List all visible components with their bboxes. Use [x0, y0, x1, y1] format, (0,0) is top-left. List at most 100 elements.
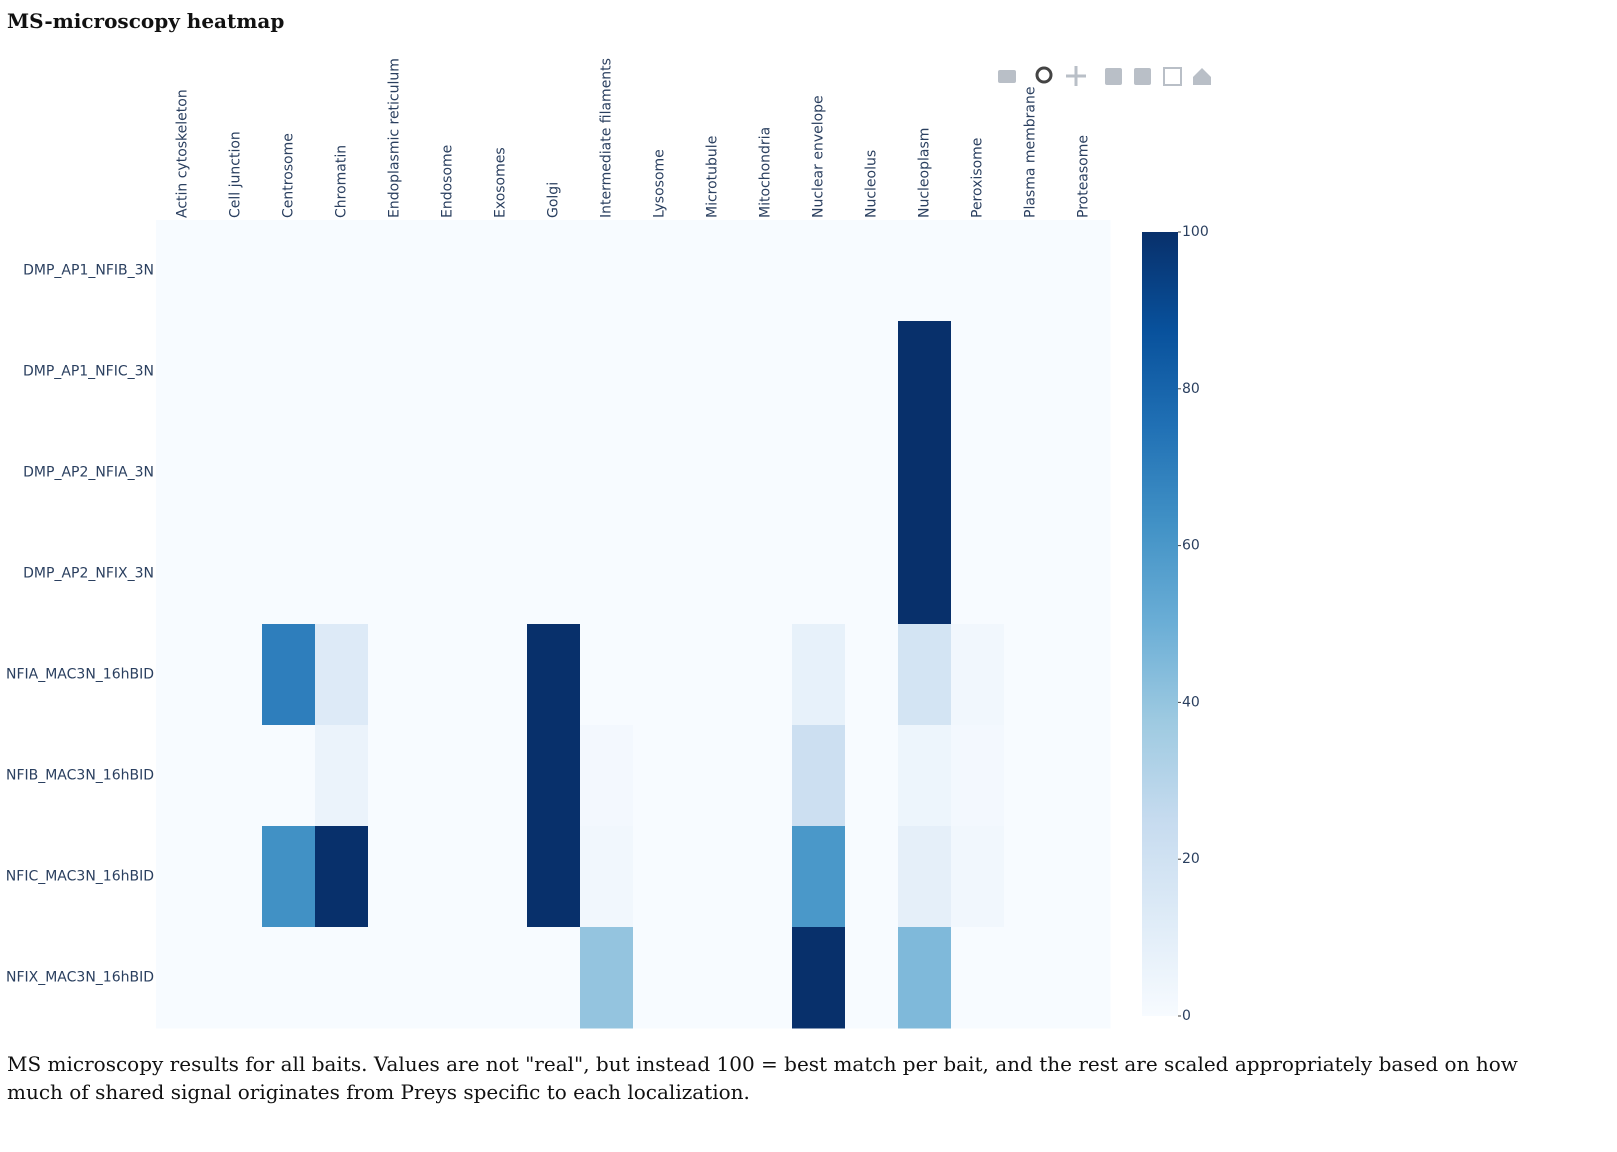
reset-button[interactable] — [1193, 68, 1211, 85]
heatmap-cell — [633, 826, 687, 928]
heatmap-cell — [633, 725, 687, 827]
heatmap-cell — [421, 220, 475, 322]
heatmap-cell — [686, 927, 740, 1029]
heatmap-cell — [792, 321, 846, 423]
heatmap-cell — [1057, 826, 1111, 928]
heatmap-cell — [421, 422, 475, 524]
x-tick-label: Nucleoplasm — [917, 128, 933, 218]
autoscale-button[interactable] — [1163, 67, 1182, 86]
heatmap-cell — [1004, 321, 1058, 423]
heatmap-cell — [156, 523, 210, 625]
x-tick-label: Proteasome — [1076, 135, 1092, 218]
heatmap-cell — [739, 422, 793, 524]
heatmap-cell — [633, 624, 687, 726]
heatmap-cell — [474, 927, 528, 1029]
x-tick-label: Endosome — [440, 145, 456, 218]
heatmap-cell — [527, 725, 581, 827]
heatmap-cell — [739, 624, 793, 726]
heatmap-cell — [156, 624, 210, 726]
heatmap-cell — [368, 220, 422, 322]
heatmap-cell — [898, 523, 952, 625]
heatmap-cell — [580, 422, 634, 524]
heatmap-cell — [156, 220, 210, 322]
heatmap-cell — [845, 624, 899, 726]
heatmap-cell — [315, 927, 369, 1029]
y-tick-label: NFIC_MAC3N_16hBID — [6, 869, 154, 885]
heatmap-cell — [898, 826, 952, 928]
heatmap-cell — [580, 725, 634, 827]
x-tick-label: Exosomes — [493, 147, 509, 218]
zoom-out-button[interactable] — [1134, 68, 1151, 85]
y-tick-label: DMP_AP1_NFIB_3N — [23, 263, 154, 279]
heatmap-cell — [580, 927, 634, 1029]
heatmap-cell — [209, 725, 263, 827]
y-tick-label: DMP_AP2_NFIA_3N — [23, 465, 154, 481]
heatmap-cell — [1004, 624, 1058, 726]
heatmap-cell — [474, 826, 528, 928]
heatmap-cell — [1004, 523, 1058, 625]
heatmap-cell — [686, 523, 740, 625]
heatmap-cell — [898, 927, 952, 1029]
heatmap-cell — [315, 725, 369, 827]
y-tick-label: NFIA_MAC3N_16hBID — [6, 667, 154, 683]
pan-button[interactable] — [1066, 66, 1086, 86]
zoom-button[interactable] — [1035, 66, 1053, 84]
heatmap-cell — [580, 624, 634, 726]
heatmap-cell — [686, 422, 740, 524]
heatmap-cell — [209, 220, 263, 322]
heatmap-cell — [845, 826, 899, 928]
heatmap-cell — [474, 725, 528, 827]
heatmap-cell — [1004, 725, 1058, 827]
heatmap-cell — [262, 725, 316, 827]
heatmap-cell — [1004, 826, 1058, 928]
heatmap-cell — [686, 826, 740, 928]
toolbar — [998, 66, 1211, 86]
caption: MS microscopy results for all baits. Val… — [7, 1052, 1518, 1104]
x-tick-label: Cell junction — [228, 131, 244, 218]
y-tick-label: DMP_AP2_NFIX_3N — [23, 566, 154, 582]
heatmap-cell — [1057, 422, 1111, 524]
heatmap-cell — [527, 422, 581, 524]
heatmap-cell — [1004, 927, 1058, 1029]
heatmap-cell — [421, 826, 475, 928]
zoom-in-button[interactable] — [1105, 68, 1122, 85]
x-tick-label: Centrosome — [281, 133, 297, 218]
colorbar-tick-label: 60 — [1182, 538, 1200, 554]
heatmap-cell — [633, 321, 687, 423]
heatmap-cell — [898, 624, 952, 726]
x-tick-label: Mitochondria — [758, 127, 774, 218]
heatmap-cell — [315, 624, 369, 726]
heatmap-cell — [527, 220, 581, 322]
camera-button[interactable] — [998, 70, 1016, 83]
heatmap-cell — [368, 826, 422, 928]
x-tick-label: Microtubule — [705, 136, 721, 218]
heatmap-cell — [527, 321, 581, 423]
heatmap-cell — [951, 220, 1005, 322]
heatmap-cell — [898, 220, 952, 322]
heatmap-cell — [209, 422, 263, 524]
heatmap-cell — [368, 422, 422, 524]
heatmap-cell — [156, 725, 210, 827]
heatmap-cell — [315, 826, 369, 928]
heatmap-cell — [527, 523, 581, 625]
y-tick-label: NFIX_MAC3N_16hBID — [6, 970, 154, 986]
heatmap-cell — [474, 523, 528, 625]
heatmap-cell — [209, 826, 263, 928]
heatmap-cell — [951, 624, 1005, 726]
heatmap-cell — [368, 927, 422, 1029]
colorbar-tick-label: 40 — [1182, 694, 1200, 710]
heatmap-cell — [527, 826, 581, 928]
heatmap-cell — [633, 422, 687, 524]
heatmap-cell — [1057, 725, 1111, 827]
colorbar-tick-label: 20 — [1182, 851, 1200, 867]
heatmap-cell — [368, 321, 422, 423]
heatmap-cell — [739, 725, 793, 827]
heatmap-cell — [1004, 422, 1058, 524]
heatmap-cell — [156, 927, 210, 1029]
heatmap-cell — [951, 321, 1005, 423]
heatmap-cell — [951, 927, 1005, 1029]
heatmap-cell — [951, 523, 1005, 625]
heatmap-cell — [792, 422, 846, 524]
x-tick-label: Golgi — [546, 182, 562, 218]
heatmap-cell — [739, 927, 793, 1029]
